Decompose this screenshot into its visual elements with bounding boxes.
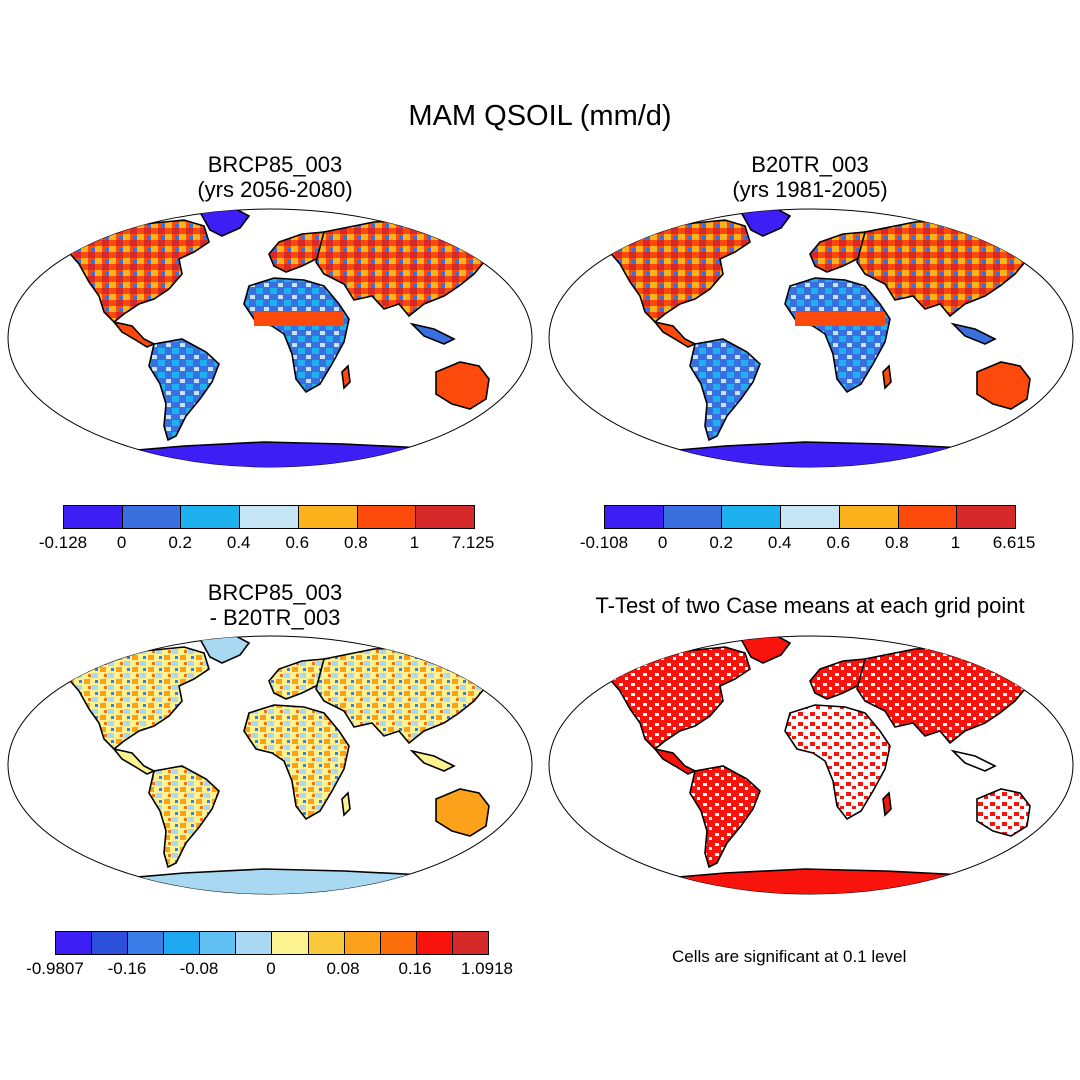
sahel-band — [795, 312, 885, 326]
map-panel-2 — [548, 208, 1074, 468]
panel-3-title-line1: BRCP85_003 — [207, 580, 343, 605]
cb2-tick-label: 0 — [657, 533, 668, 552]
cb1-swatch — [122, 506, 182, 528]
cb1-swatch — [240, 506, 299, 528]
cb3-tick-label: 0 — [266, 959, 276, 978]
cb2-swatch — [839, 506, 899, 528]
cb2-swatch — [605, 506, 664, 528]
cb3-swatch — [380, 932, 417, 954]
cb3-swatch — [308, 932, 345, 954]
panel-2-title-line2: (yrs 1981-2005) — [732, 177, 888, 202]
cb3-tick-label: -0.9807 — [26, 959, 84, 978]
colorbar-2 — [604, 505, 1016, 529]
cb3-tick-label: -0.08 — [179, 959, 219, 978]
cb1-tick-label: 7.125 — [451, 533, 495, 552]
cb3-swatch — [128, 932, 165, 954]
cb1-swatch — [64, 506, 123, 528]
cb2-tick-label: 6.615 — [992, 533, 1036, 552]
cb1-tick-label: 0.2 — [168, 533, 192, 552]
panel-3-title: BRCP85_003 - B20TR_003 — [10, 580, 540, 630]
cb1-tick-label: 0.4 — [226, 533, 251, 552]
colorbar-1 — [63, 505, 475, 529]
cb3-tick-label: -0.16 — [107, 959, 147, 978]
cb2-swatch — [663, 506, 723, 528]
cb3-tick-label: 0.08 — [326, 959, 360, 978]
cb1-swatch — [416, 506, 475, 528]
cb1-tick-label: 0.6 — [285, 533, 310, 552]
cb3-swatch — [344, 932, 381, 954]
cb1-tick-label: 1 — [409, 533, 420, 552]
cb2-tick-label: 0.6 — [826, 533, 851, 552]
panel-2-title: B20TR_003 (yrs 1981-2005) — [545, 152, 1075, 202]
panel-3-title-line2: - B20TR_003 — [209, 605, 341, 630]
figure-title: MAM QSOIL (mm/d) — [408, 100, 672, 132]
cb3-swatch — [92, 932, 129, 954]
cb1-swatch — [357, 506, 417, 528]
cb1-tick-label: 0 — [116, 533, 127, 552]
cb3-tick-label: 1.0918 — [461, 959, 513, 978]
panel-4-title: T-Test of two Case means at each grid po… — [595, 593, 1025, 618]
cb1-tick-label: 0.8 — [344, 533, 368, 552]
panel-1-title-line1: BRCP85_003 — [207, 152, 343, 177]
cb2-swatch — [957, 506, 1016, 528]
cb2-tick-label: 1 — [950, 533, 961, 552]
cb3-swatch — [200, 932, 237, 954]
cb2-tick-label: 0.2 — [709, 533, 733, 552]
cb3-swatch — [164, 932, 201, 954]
cb2-tick-label: 0.8 — [885, 533, 909, 552]
map-panel-1 — [7, 208, 533, 468]
cb1-tick-label: -0.128 — [38, 533, 88, 552]
cb2-swatch — [781, 506, 840, 528]
map-panel-3 — [7, 635, 533, 895]
cb2-swatch — [722, 506, 782, 528]
cb2-tick-label: -0.108 — [579, 533, 629, 552]
colorbar-3 — [55, 931, 489, 955]
cb3-swatch — [452, 932, 488, 954]
cb3-swatch — [56, 932, 93, 954]
cb3-swatch — [272, 932, 309, 954]
cb2-tick-label: 0.4 — [767, 533, 792, 552]
cb3-swatch — [416, 932, 453, 954]
panel-2-title-line1: B20TR_003 — [751, 152, 869, 177]
sahel-band — [254, 312, 344, 326]
cb3-tick-label: 0.16 — [398, 959, 432, 978]
map-panel-4 — [548, 635, 1074, 895]
cb2-swatch — [898, 506, 958, 528]
panel-1-title-line2: (yrs 2056-2080) — [197, 177, 353, 202]
cb1-swatch — [298, 506, 358, 528]
cb3-swatch — [236, 932, 273, 954]
panel-1-title: BRCP85_003 (yrs 2056-2080) — [10, 152, 540, 202]
significance-note: Cells are significant at 0.1 level — [672, 947, 907, 966]
cb1-swatch — [181, 506, 241, 528]
